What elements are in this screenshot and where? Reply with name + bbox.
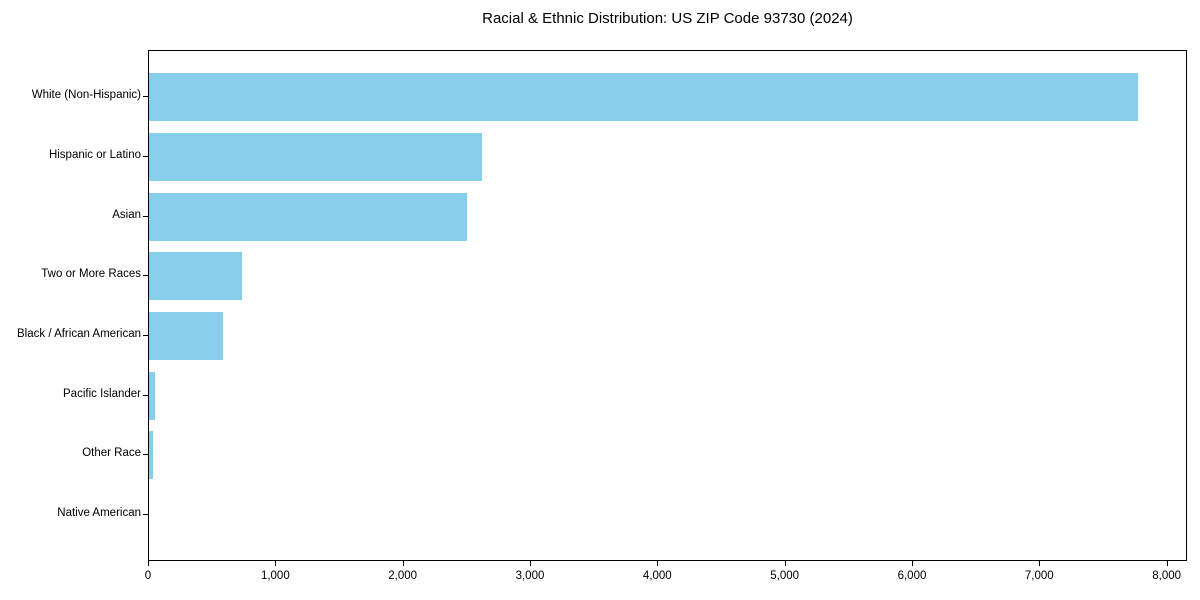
bar-other-race [149, 431, 153, 480]
y-tick-label: Pacific Islander [63, 387, 141, 400]
y-tick-mark [143, 275, 148, 277]
bar-black-african-american [149, 311, 224, 360]
y-tick-label: Other Race [82, 447, 141, 460]
y-tick-mark [143, 96, 148, 98]
x-tick-mark [657, 561, 659, 566]
y-tick-mark [143, 155, 148, 157]
y-tick-label: Native American [57, 506, 141, 519]
y-tick-mark [143, 513, 148, 515]
y-tick-label: Hispanic or Latino [48, 148, 141, 161]
x-tick-label: 4,000 [642, 570, 672, 582]
bar-hispanic-or-latino [149, 132, 482, 181]
bar-pacific-islander [149, 371, 155, 420]
x-tick-label: 0 [144, 570, 152, 582]
x-tick-label: 2,000 [388, 570, 418, 582]
x-tick-label: 1,000 [260, 570, 290, 582]
x-tick-label: 6,000 [897, 570, 927, 582]
x-tick-mark [275, 561, 277, 566]
y-tick-label: Two or More Races [41, 268, 141, 281]
x-tick-mark [1039, 561, 1041, 566]
bar-asian [149, 192, 468, 241]
x-tick-mark [784, 561, 786, 566]
x-tick-label: 5,000 [770, 570, 800, 582]
x-tick-mark [529, 561, 531, 566]
x-tick-mark [1166, 561, 1168, 566]
y-tick-mark [143, 454, 148, 456]
x-tick-mark [911, 561, 913, 566]
y-tick-mark [143, 334, 148, 336]
x-tick-label: 7,000 [1024, 570, 1054, 582]
y-tick-label: Black / African American [17, 327, 141, 340]
x-tick-mark [402, 561, 404, 566]
bar-white-non-hispanic [149, 73, 1139, 122]
x-tick-label: 8,000 [1152, 570, 1182, 582]
y-tick-label: Asian [112, 208, 141, 221]
bar-two-or-more-races [149, 252, 242, 301]
x-tick-mark [148, 561, 149, 566]
plot-area [148, 50, 1187, 561]
x-tick-label: 3,000 [515, 570, 545, 582]
y-tick-mark [143, 394, 148, 396]
y-tick-label: White (Non-Hispanic) [31, 89, 141, 102]
chart-title: Racial & Ethnic Distribution: US ZIP Cod… [482, 10, 853, 27]
y-tick-mark [143, 215, 148, 217]
